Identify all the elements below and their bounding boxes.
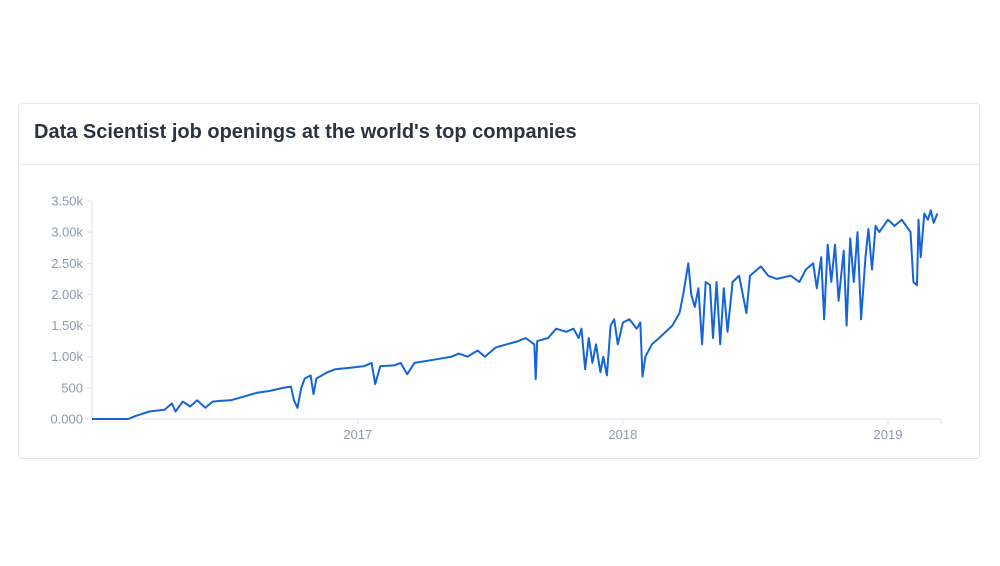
chart-card: Data Scientist job openings at the world…: [18, 103, 980, 459]
chart-title: Data Scientist job openings at the world…: [34, 121, 577, 143]
card-header: Data Scientist job openings at the world…: [19, 104, 979, 165]
x-tick-label: 2018: [608, 427, 637, 442]
y-tick-label: 2.50k: [51, 256, 83, 271]
y-tick-label: 1.00k: [51, 349, 83, 364]
y-tick-label: 500: [61, 380, 83, 395]
x-axis: 2017 2018 2019: [91, 418, 942, 442]
y-tick-label: 1.50k: [51, 318, 83, 333]
line-chart: 0.000 500 1.00k 1.50k 2.00k 2.50k 3.00k 3.50k 2…: [50, 194, 942, 442]
series-line-0: [92, 209, 939, 420]
y-tick-label: 3.00k: [51, 225, 83, 240]
x-tick-label: 2017: [343, 427, 372, 442]
x-tick-label: 2019: [874, 427, 903, 442]
series-layer: [92, 209, 939, 420]
y-axis: 0.000 500 1.00k 1.50k 2.00k 2.50k 3.00k 3.50k: [50, 194, 93, 427]
y-tick-label: 2.00k: [51, 287, 83, 302]
y-tick-label: 0.000: [50, 412, 83, 427]
y-tick-label: 3.50k: [51, 194, 83, 209]
